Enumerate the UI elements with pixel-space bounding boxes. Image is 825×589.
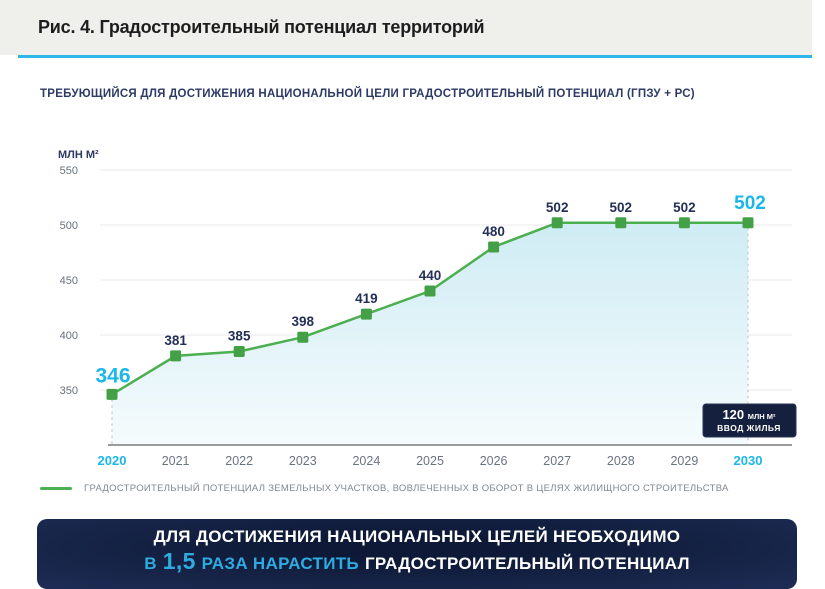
data-point-marker [424,285,436,297]
y-tick-label: 350 [60,385,78,397]
figure-caption-bar: Рис. 4. Градостроительный потенциал терр… [0,0,812,55]
y-tick-label: 400 [60,330,78,342]
data-point-marker [360,308,372,320]
data-point-marker [488,241,500,253]
data-point-label: 419 [355,291,378,306]
x-tick-label: 2029 [670,454,698,468]
data-point-label: 440 [419,268,442,283]
y-tick-label: 550 [60,165,78,177]
banner-suffix: ГРАДОСТРОИТЕЛЬНЫЙ ПОТЕНЦИАЛ [364,554,690,573]
x-tick-label: 2021 [162,454,190,468]
banner-line2: В 1,5 РАЗА НАРАСТИТЬ ГРАДОСТРОИТЕЛЬНЫЙ П… [144,548,690,575]
chart-canvas: МЛН М² 550 500 450 400 350 346 381 385 398 419 440 4… [58,149,797,468]
data-point-marker [106,388,118,400]
banner-growth-factor: 1,5 [162,548,196,574]
target-badge-value: 120 МЛН М² [722,407,776,422]
data-point-label: 502 [673,200,696,215]
data-point-label: 385 [228,329,251,344]
y-axis-unit-label: МЛН М² [58,149,99,161]
x-tick-label: 2030 [734,453,763,468]
legend-label: ГРАДОСТРОИТЕЛЬНЫЙ ПОТЕНЦИАЛ ЗЕМЕЛЬНЫХ УЧ… [84,483,729,494]
data-point-label: 502 [546,200,569,215]
chart-title: ТРЕБУЮЩИЙСЯ ДЛЯ ДОСТИЖЕНИЯ НАЦИОНАЛЬНОЙ … [40,88,695,100]
conclusion-banner: ДЛЯ ДОСТИЖЕНИЯ НАЦИОНАЛЬНЫХ ЦЕЛЕЙ НЕОБХО… [37,519,797,589]
data-point-label: 480 [482,224,505,239]
data-point-marker [233,346,245,357]
caption-underline [18,55,812,58]
data-point-label: 398 [292,314,315,329]
data-point-marker [615,217,627,229]
data-point-marker [551,217,563,229]
x-tick-label: 2027 [543,454,571,468]
data-point-label-highlight: 502 [734,193,766,214]
banner-mid: РАЗА НАРАСТИТЬ [201,554,359,573]
target-badge [702,403,797,438]
x-tick-label: 2026 [480,454,508,468]
x-tick-label: 2028 [607,454,635,468]
banner-line1: ДЛЯ ДОСТИЖЕНИЯ НАЦИОНАЛЬНЫХ ЦЕЛЕЙ НЕОБХО… [153,527,681,546]
banner-prefix: В [144,554,157,573]
y-tick-label: 500 [60,220,78,232]
data-point-label: 381 [164,333,187,348]
data-point-label: 502 [610,200,633,215]
x-tick-label: 2023 [289,454,317,468]
y-tick-label: 450 [60,275,78,287]
x-tick-label: 2025 [416,454,444,468]
figure-title: Рис. 4. Градостроительный потенциал терр… [38,17,485,37]
area-fill [112,222,748,445]
data-point-marker [297,331,309,343]
data-point-marker [170,350,182,362]
x-tick-label: 2022 [225,454,253,468]
data-point-label-highlight: 346 [95,364,130,387]
legend-line-swatch [40,487,72,490]
data-point-marker [678,217,690,229]
target-badge-label: ВВОД ЖИЛЬЯ [717,423,781,433]
x-tick-label: 2024 [352,454,380,468]
x-tick-label: 2020 [98,453,127,468]
data-point-marker [742,217,754,229]
chart-legend: ГРАДОСТРОИТЕЛЬНЫЙ ПОТЕНЦИАЛ ЗЕМЕЛЬНЫХ УЧ… [40,483,729,494]
